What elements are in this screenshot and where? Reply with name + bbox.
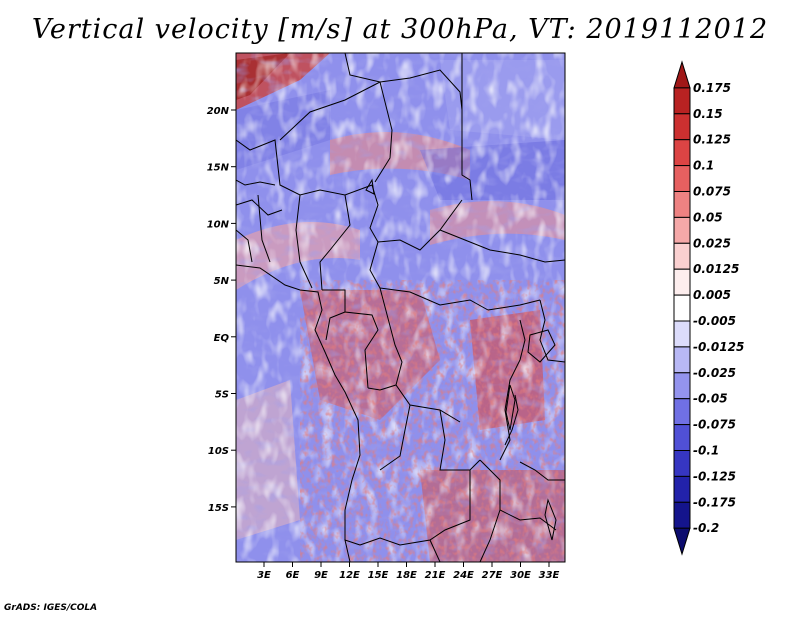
colorbar-swatch	[673, 139, 691, 167]
colorbar-swatch	[673, 372, 691, 400]
colorbar-label: -0.05	[693, 392, 728, 406]
colorbar-label: -0.2	[693, 521, 719, 535]
colorbar-swatch	[673, 320, 691, 348]
colorbar-label: 0.1	[693, 159, 714, 173]
lon-label: 33E	[539, 570, 560, 581]
colorbar: 0.175 0.15 0.125 0.1 0.075 0.05 0.025 0.0125 0.0…	[673, 60, 744, 556]
lon-label: 3E	[257, 570, 271, 581]
lon-label: 6E	[286, 570, 300, 581]
colorbar-label: 0.005	[693, 288, 731, 302]
colorbar-label: 0.0125	[693, 262, 739, 276]
colorbar-swatch	[673, 242, 691, 270]
colorbar-swatch	[673, 113, 691, 141]
velocity-field	[236, 53, 565, 562]
colorbar-label: -0.005	[693, 314, 736, 328]
lon-label: 18E	[396, 570, 417, 581]
colorbar-label: 0.175	[693, 81, 731, 95]
colorbar-swatch	[673, 424, 691, 452]
lat-label: 15N	[207, 163, 230, 174]
colorbar-swatch	[673, 294, 691, 322]
lat-label: 5S	[215, 390, 229, 401]
chart-title: Vertical velocity [m/s] at 300hPa, VT: 2…	[31, 14, 769, 45]
colorbar-swatch	[673, 87, 691, 115]
lat-label: 20N	[207, 106, 230, 117]
grads-credit: GrADS: IGES/COLA	[4, 603, 98, 613]
lon-label: 24E	[453, 570, 474, 581]
lat-label: EQ	[214, 333, 230, 344]
colorbar-swatch	[673, 268, 691, 296]
colorbar-bottom-arrow	[673, 527, 691, 556]
colorbar-label: -0.125	[693, 469, 736, 483]
lon-label: 30E	[510, 570, 531, 581]
colorbar-label: -0.1	[693, 444, 719, 458]
colorbar-swatch	[673, 165, 691, 193]
colorbar-label: 0.15	[693, 107, 723, 121]
lon-label: 9E	[314, 570, 328, 581]
lon-label: 15E	[368, 570, 389, 581]
colorbar-label: 0.075	[693, 185, 731, 199]
colorbar-label: -0.0125	[693, 340, 744, 354]
colorbar-label: 0.125	[693, 133, 731, 147]
colorbar-swatch	[673, 501, 691, 529]
lat-label: 10S	[208, 446, 229, 457]
lat-label: 5N	[214, 276, 230, 287]
colorbar-swatch	[673, 191, 691, 218]
country-borders	[236, 53, 565, 562]
colorbar-swatch	[673, 450, 691, 477]
colorbar-top-arrow	[673, 60, 691, 89]
lon-label: 27E	[482, 570, 503, 581]
colorbar-label: 0.025	[693, 236, 731, 250]
lat-label: 15S	[208, 503, 229, 514]
colorbar-swatch	[673, 346, 691, 374]
colorbar-label: 0.05	[693, 210, 723, 224]
colorbar-swatch	[673, 475, 691, 503]
colorbar-label: -0.025	[693, 366, 736, 380]
colorbar-swatch	[673, 216, 691, 244]
colorbar-label: -0.175	[693, 495, 736, 509]
lon-label: 12E	[339, 570, 360, 581]
colorbar-swatch	[673, 398, 691, 426]
colorbar-label: -0.075	[693, 418, 736, 432]
lon-label: 21E	[425, 570, 446, 581]
lat-label: 10N	[207, 219, 230, 230]
map-frame	[235, 52, 566, 563]
